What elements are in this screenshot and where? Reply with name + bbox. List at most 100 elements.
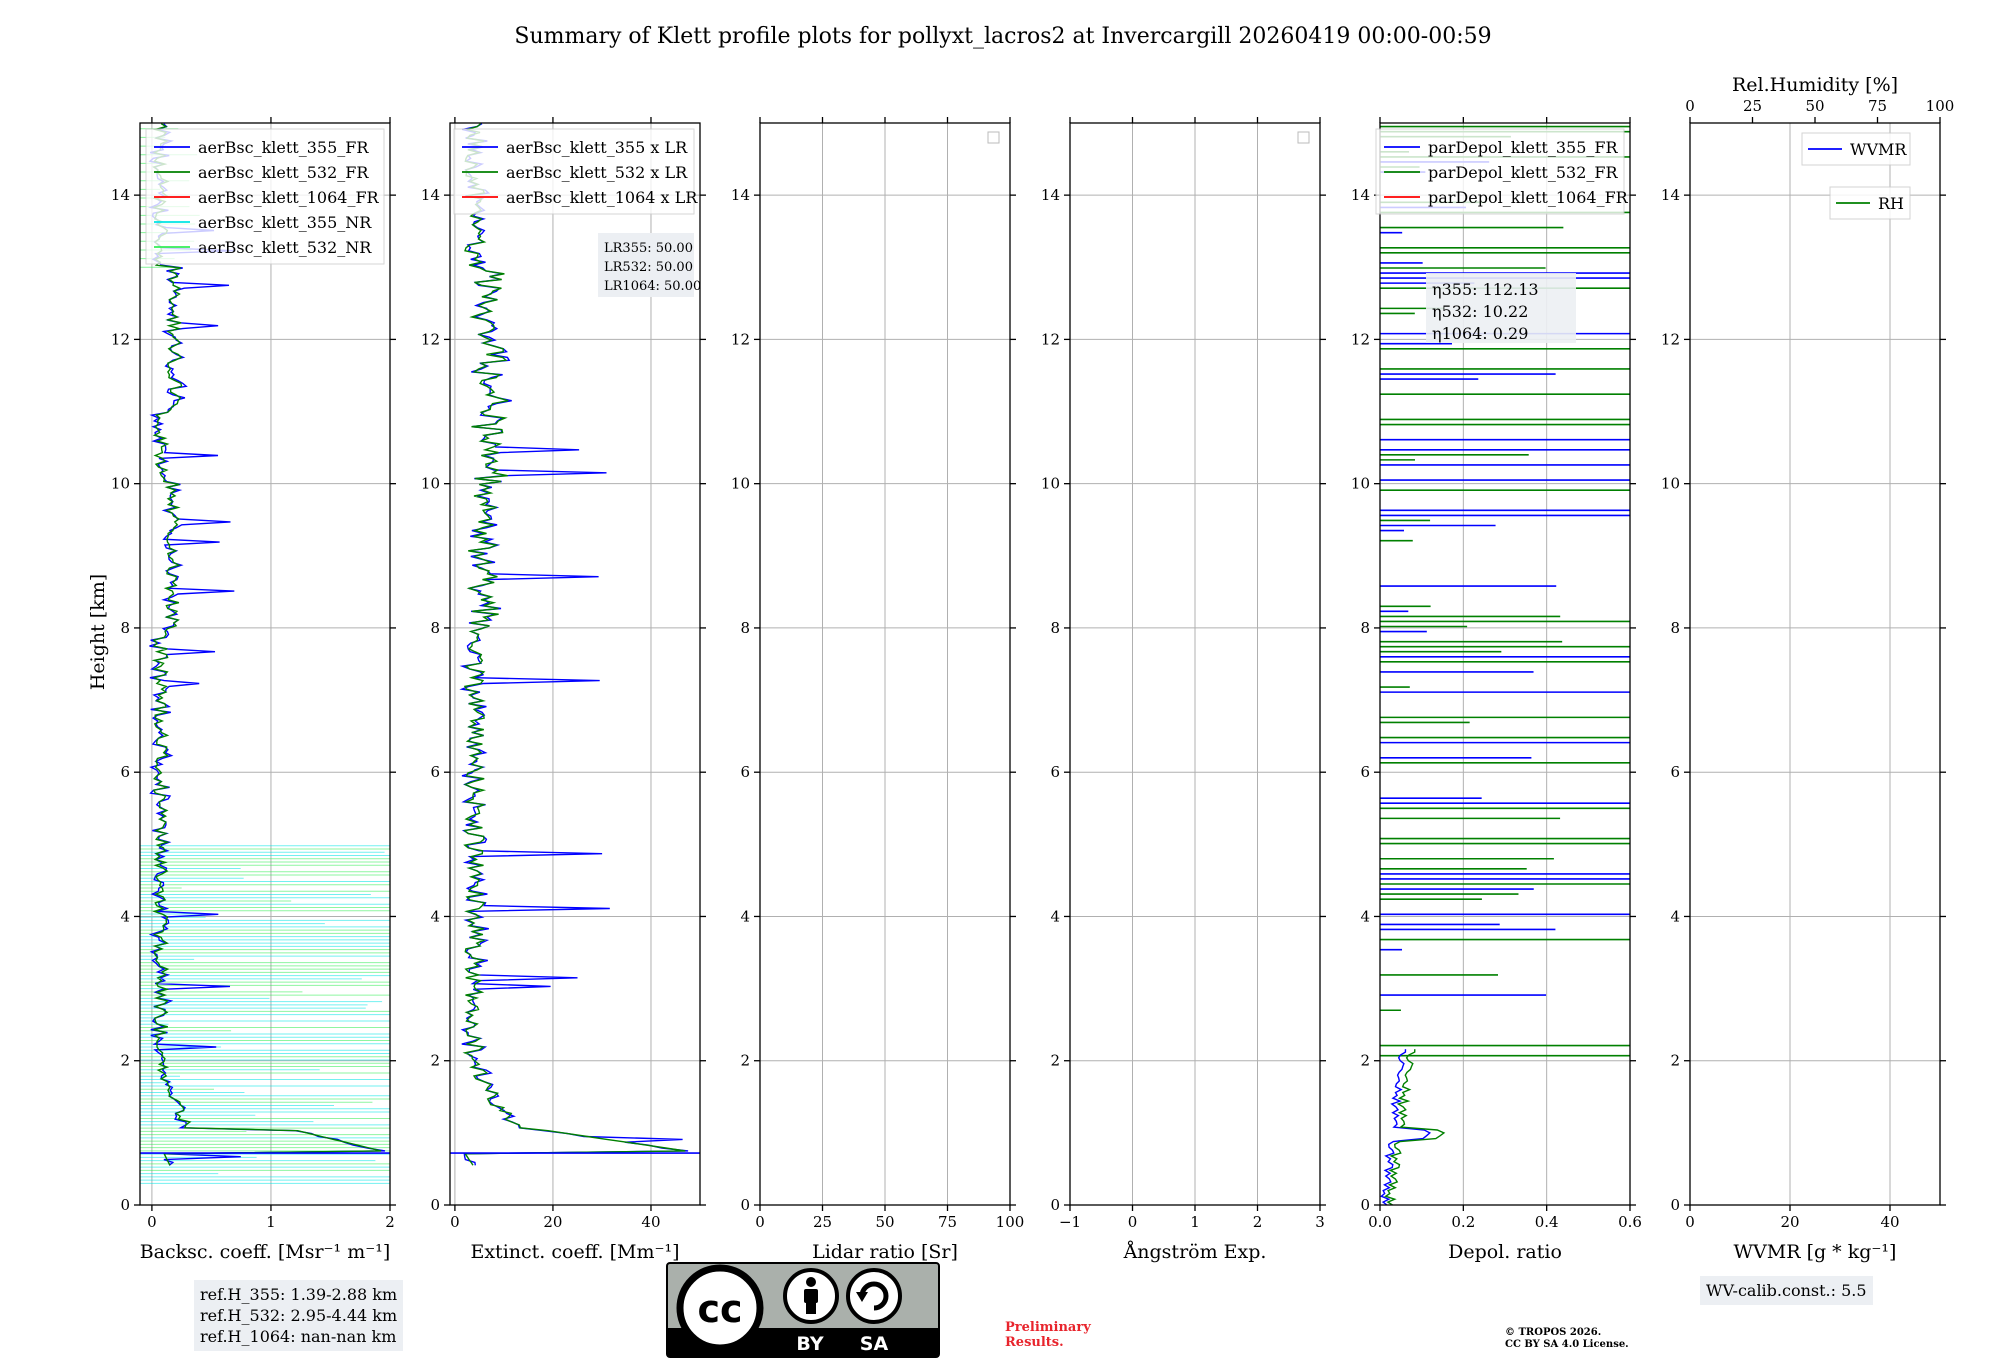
y-tick-label: 12 — [111, 330, 130, 348]
series-532-fr — [151, 123, 382, 1166]
top-axis-tick-label: 0 — [1685, 97, 1695, 115]
copyright-line-1: © TROPOS 2026. — [1505, 1327, 1602, 1338]
x-axis-label: Ångström Exp. — [1123, 1241, 1267, 1263]
lidar-ratio-value: LR532: 50.00 — [604, 260, 693, 275]
y-tick-label: 12 — [1351, 330, 1370, 348]
legend-entry: aerBsc_klett_532_FR — [198, 163, 369, 182]
y-tick-label: 4 — [740, 907, 750, 925]
license-by-label: BY — [796, 1333, 823, 1355]
y-tick-label: 4 — [1670, 907, 1680, 925]
x-tick-label: 0 — [1128, 1213, 1138, 1231]
y-tick-label: 0 — [430, 1196, 440, 1214]
top-axis-label: Rel.Humidity [%] — [1732, 74, 1898, 96]
y-tick-label: 2 — [1670, 1052, 1680, 1070]
x-tick-label: 20 — [1780, 1213, 1799, 1231]
series-532-depol-low — [1384, 1049, 1446, 1206]
plot-frame — [1689, 122, 1941, 1206]
reference-heights-box: ref.H_355: 1.39-2.88 km ref.H_532: 2.95-… — [194, 1280, 404, 1351]
x-tick-label: −1 — [1059, 1213, 1081, 1231]
panel-extinction: 0 2 4 6 8 10 12 14 0 20 40 Extinct. coeff. [Mm⁻¹] ae… — [421, 117, 706, 1263]
y-tick-label: 8 — [1050, 619, 1060, 637]
y-tick-label: 14 — [421, 186, 440, 204]
y-tick-label: 0 — [120, 1196, 130, 1214]
y-tick-label: 12 — [731, 330, 750, 348]
top-axis-tick-label: 25 — [1743, 97, 1762, 115]
legend-entry: aerBsc_klett_355 x LR — [506, 138, 688, 157]
x-tick-label: 0 — [147, 1213, 157, 1231]
y-tick-label: 2 — [120, 1052, 130, 1070]
series-355-depol-low — [1379, 1049, 1432, 1206]
svg-text:cc: cc — [697, 1287, 742, 1331]
eta-value: η355: 112.13 — [1432, 280, 1539, 299]
top-axis-tick-label: 50 — [1805, 97, 1824, 115]
plot-frame — [1379, 122, 1631, 1206]
x-tick-label: 20 — [543, 1213, 562, 1231]
x-tick-label: 1 — [266, 1213, 276, 1231]
x-axis-label: Lidar ratio [Sr] — [812, 1241, 958, 1263]
y-tick-label: 8 — [1670, 619, 1680, 637]
panel-depolarization: 0 2 4 6 8 10 12 14 0.0 0.2 0.4 0.6 Depol. ratio parDe… — [1351, 117, 1642, 1263]
y-tick-label: 14 — [1661, 186, 1680, 204]
y-tick-label: 12 — [1661, 330, 1680, 348]
x-tick-label: 0 — [450, 1213, 460, 1231]
copyright-line-2: CC BY SA 4.0 License. — [1505, 1339, 1629, 1350]
x-tick-label: 0 — [755, 1213, 765, 1231]
y-tick-label: 2 — [430, 1052, 440, 1070]
y-tick-label: 6 — [430, 763, 440, 781]
top-axis-tick-label: 100 — [1926, 97, 1955, 115]
eta-value: η532: 10.22 — [1432, 302, 1528, 321]
legend-entry: RH — [1878, 194, 1904, 213]
y-tick-label: 0 — [1050, 1196, 1060, 1214]
series-355-fr — [148, 123, 386, 1166]
panel-water-vapor: 0 2 4 6 8 10 12 14 0 20 40 WVMR [g * kg⁻¹] 0 25 50 75 10… — [1661, 74, 1954, 1263]
license-sa-label: SA — [860, 1333, 889, 1355]
cc-icon: cc — [676, 1264, 764, 1352]
y-tick-label: 6 — [1050, 763, 1060, 781]
x-axis-label: Extinct. coeff. [Mm⁻¹] — [470, 1241, 679, 1263]
legend-entry: aerBsc_klett_1064_FR — [198, 188, 380, 207]
x-tick-label: 100 — [996, 1213, 1025, 1231]
legend-entry: aerBsc_klett_355_FR — [198, 138, 369, 157]
top-axis-tick-label: 75 — [1868, 97, 1887, 115]
wv-calibration-constant: WV-calib.const.: 5.5 — [1706, 1281, 1867, 1300]
legend-entry: parDepol_klett_1064_FR — [1428, 188, 1629, 207]
preliminary-line-1: Preliminary — [1005, 1320, 1091, 1335]
x-tick-label: 3 — [1315, 1213, 1325, 1231]
empty-legend — [987, 131, 1000, 144]
y-tick-label: 14 — [111, 186, 130, 204]
y-tick-label: 10 — [1041, 475, 1060, 493]
x-tick-label: 0.0 — [1368, 1213, 1392, 1231]
y-tick-label: 0 — [740, 1196, 750, 1214]
eta-box — [1426, 273, 1576, 343]
ref-height-355: ref.H_355: 1.39-2.88 km — [200, 1285, 398, 1304]
figure-title: Summary of Klett profile plots for polly… — [514, 24, 1491, 49]
x-tick-label: 0 — [1685, 1213, 1695, 1231]
y-tick-label: 2 — [1050, 1052, 1060, 1070]
y-tick-label: 6 — [120, 763, 130, 781]
y-tick-label: 8 — [740, 619, 750, 637]
y-tick-label: 2 — [740, 1052, 750, 1070]
ref-height-1064: ref.H_1064: nan-nan km — [200, 1327, 397, 1346]
x-tick-label: 0.4 — [1535, 1213, 1559, 1231]
x-tick-label: 2 — [1253, 1213, 1263, 1231]
y-tick-label: 8 — [1360, 619, 1370, 637]
y-tick-label: 4 — [430, 907, 440, 925]
legend-entry: aerBsc_klett_532 x LR — [506, 163, 688, 182]
y-tick-label: 10 — [1661, 475, 1680, 493]
y-tick-label: 10 — [421, 475, 440, 493]
y-tick-label: 6 — [740, 763, 750, 781]
legend-entry: aerBsc_klett_1064 x LR — [506, 188, 698, 207]
y-tick-label: 8 — [430, 619, 440, 637]
y-tick-label: 0 — [1670, 1196, 1680, 1214]
sa-share-alike-icon — [846, 1268, 902, 1324]
legend-box — [1801, 132, 1911, 166]
y-tick-label: 14 — [1351, 186, 1370, 204]
preliminary-results-note: Preliminary Results. — [1005, 1320, 1091, 1350]
y-tick-label: 10 — [731, 475, 750, 493]
by-person-icon — [783, 1268, 839, 1324]
ref-height-532: ref.H_532: 2.95-4.44 km — [200, 1306, 398, 1325]
x-tick-label: 2 — [385, 1213, 395, 1231]
